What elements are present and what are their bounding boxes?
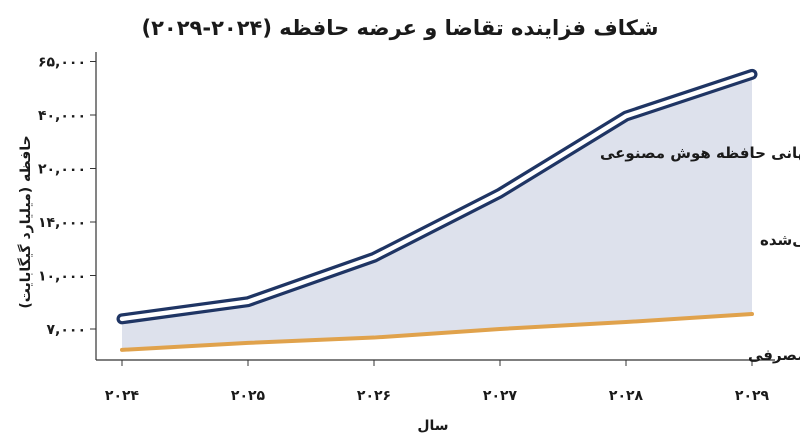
y-ticks: ۷,۰۰۰ ۱۰,۰۰۰ ۱۴,۰۰۰ ۲۰,۰۰۰ ۴۰,۰۰۰ ۶۵,۰۰۰ xyxy=(38,55,96,338)
supply-line xyxy=(120,312,754,352)
x-tick-label: ۲۰۲۷ xyxy=(483,388,518,404)
gap-area xyxy=(122,74,752,350)
x-axis-label: سال xyxy=(417,418,448,434)
x-tick-label: ۲۰۲۸ xyxy=(609,388,644,404)
y-tick-label: ۶۵,۰۰۰ xyxy=(38,55,86,71)
series-layer xyxy=(116,68,758,352)
demand-line-gap xyxy=(119,72,755,322)
series-label-supply: عرضه DRAM لپ‌تاپ مصرفی xyxy=(748,346,800,364)
y-tick-label: ۱۴,۰۰۰ xyxy=(38,215,86,231)
y-tick-label: ۴۰,۰۰۰ xyxy=(38,108,86,124)
gap-label: شکاف پیش‌بینی‌شده xyxy=(760,231,800,250)
y-tick-label: ۷,۰۰۰ xyxy=(47,322,87,338)
x-tick-label: ۲۰۲۵ xyxy=(231,388,266,404)
x-ticks: ۲۰۲۴ ۲۰۲۵ ۲۰۲۶ ۲۰۲۷ ۲۰۲۸ ۲۰۲۹ xyxy=(105,360,770,404)
y-tick-label: ۲۰,۰۰۰ xyxy=(38,162,86,178)
gap-area-layer xyxy=(122,74,752,350)
y-tick-label: ۱۰,۰۰۰ xyxy=(38,269,86,285)
x-tick-label: ۲۰۲۶ xyxy=(357,388,391,404)
x-tick-label: ۲۰۲۹ xyxy=(735,388,770,404)
chart-title: شکاف فزاینده تقاضا و عرضه حافظه (۲۰۲۴-۲۰… xyxy=(141,16,658,40)
series-label-demand: تقاضای جهانی حافظه هوش مصنوعی xyxy=(600,144,800,162)
y-axis-label: حافظه (میلیارد گیگابایت) xyxy=(17,135,34,308)
x-tick-label: ۲۰۲۴ xyxy=(105,388,140,404)
